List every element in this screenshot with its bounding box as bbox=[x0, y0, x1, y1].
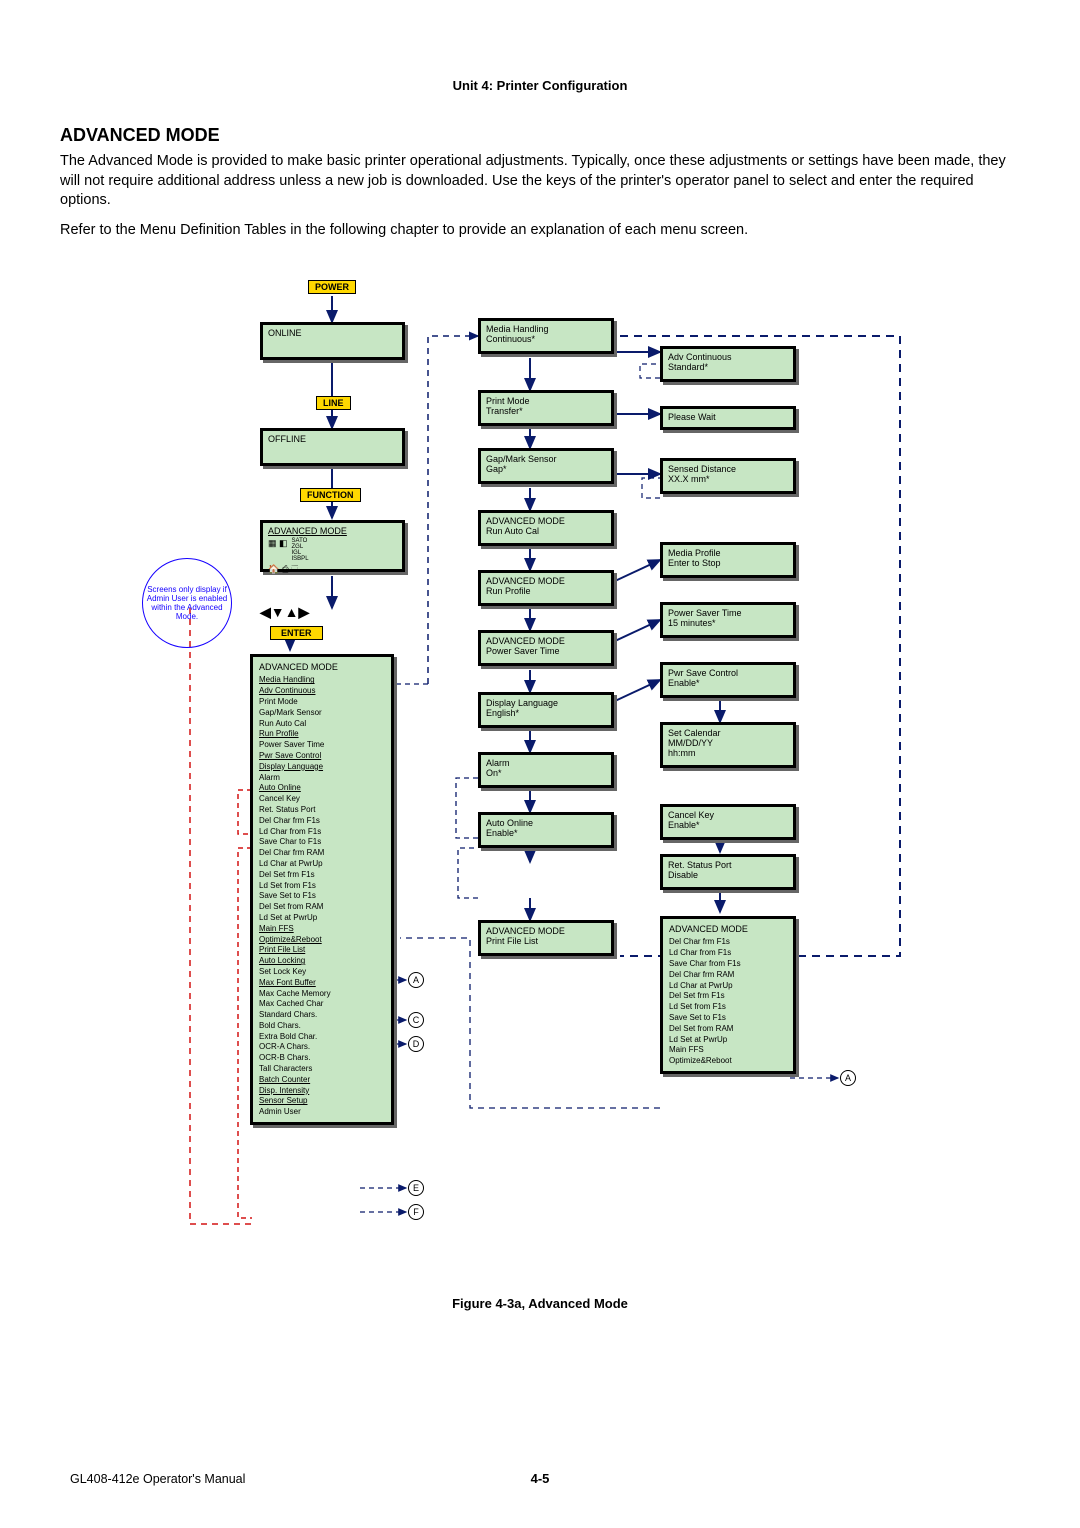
menu-item: Ld Set from F1s bbox=[259, 881, 385, 892]
menu-item: Max Cache Memory bbox=[259, 989, 385, 1000]
menu-item: Media Handling bbox=[259, 675, 385, 686]
circle-a: A bbox=[408, 972, 424, 988]
menu-item: Disp. Intensity bbox=[259, 1086, 385, 1097]
col2-box: ADVANCED MODERun Auto Cal bbox=[478, 510, 614, 546]
menu-item: Run Auto Cal bbox=[259, 719, 385, 730]
col3-box: Adv ContinuousStandard* bbox=[660, 346, 796, 382]
menu-item: Auto Online bbox=[259, 783, 385, 794]
menu-item: Set Lock Key bbox=[259, 967, 385, 978]
col3-big-item: Ld Char from F1s bbox=[669, 948, 787, 959]
menu-item: OCR-B Chars. bbox=[259, 1053, 385, 1064]
online-box: ONLINE bbox=[260, 322, 405, 360]
enter-label: ENTER bbox=[270, 626, 323, 640]
menu-item: Alarm bbox=[259, 773, 385, 784]
menu-item: Bold Chars. bbox=[259, 1021, 385, 1032]
line-label: LINE bbox=[316, 396, 351, 410]
function-label: FUNCTION bbox=[300, 488, 361, 502]
menu-item: Extra Bold Char. bbox=[259, 1032, 385, 1043]
col3-box: Media ProfileEnter to Stop bbox=[660, 542, 796, 578]
footer-page-number: 4-5 bbox=[0, 1471, 1080, 1486]
col3-box: Power Saver Time15 minutes* bbox=[660, 602, 796, 638]
menu-item: Print File List bbox=[259, 945, 385, 956]
menu-item: Max Cached Char bbox=[259, 999, 385, 1010]
menu-item: Pwr Save Control bbox=[259, 751, 385, 762]
menu-list-box: ADVANCED MODE Media HandlingAdv Continuo… bbox=[250, 654, 394, 1125]
menu-item: Del Set frm F1s bbox=[259, 870, 385, 881]
col2-box: Print ModeTransfer* bbox=[478, 390, 614, 426]
figure-caption: Figure 4-3a, Advanced Mode bbox=[60, 1296, 1020, 1311]
menu-item: Run Profile bbox=[259, 729, 385, 740]
section-title: ADVANCED MODE bbox=[60, 125, 1020, 146]
menu-item: Del Char frm RAM bbox=[259, 848, 385, 859]
menu-item: Save Char to F1s bbox=[259, 837, 385, 848]
menu-item: Main FFS bbox=[259, 924, 385, 935]
col3-big-item: Optimize&Reboot bbox=[669, 1056, 787, 1067]
menu-item: Cancel Key bbox=[259, 794, 385, 805]
col3-big-item: Main FFS bbox=[669, 1045, 787, 1056]
circle-f: F bbox=[408, 1204, 424, 1220]
col2-box: ADVANCED MODEPrint File List bbox=[478, 920, 614, 956]
diagram: POWER LINE FUNCTION ENTER ◀▼▲▶ ONLINE OF… bbox=[60, 278, 1020, 1278]
col3-big-item: Del Set frm F1s bbox=[669, 991, 787, 1002]
col2-box: ADVANCED MODEPower Saver Time bbox=[478, 630, 614, 666]
col2-box: AlarmOn* bbox=[478, 752, 614, 788]
power-label: POWER bbox=[308, 280, 356, 294]
paragraph-2: Refer to the Menu Definition Tables in t… bbox=[60, 221, 1020, 241]
col2-box: Display LanguageEnglish* bbox=[478, 692, 614, 728]
col3-big-item: Ld Set from F1s bbox=[669, 1002, 787, 1013]
circle-e: E bbox=[408, 1180, 424, 1196]
col3-big-item: Ld Char at PwrUp bbox=[669, 981, 787, 992]
circle-d: D bbox=[408, 1036, 424, 1052]
menu-item: Power Saver Time bbox=[259, 740, 385, 751]
col3-box: Pwr Save ControlEnable* bbox=[660, 662, 796, 698]
menu-item: Ld Set at PwrUp bbox=[259, 913, 385, 924]
adv-mode-icons-box: ADVANCED MODE ▦ ◧ SATOZGLIGLISBPL 🏠 ⎙ ⬚ bbox=[260, 520, 405, 572]
menu-item: Save Set to F1s bbox=[259, 891, 385, 902]
menu-item: Batch Counter bbox=[259, 1075, 385, 1086]
menu-item: Adv Continuous bbox=[259, 686, 385, 697]
col3-box: Please Wait bbox=[660, 406, 796, 430]
col3-box: Ret. Status PortDisable bbox=[660, 854, 796, 890]
col3-big-item: Save Set to F1s bbox=[669, 1013, 787, 1024]
circle-a-2: A bbox=[840, 1070, 856, 1086]
menu-item: Sensor Setup bbox=[259, 1096, 385, 1107]
menu-item: OCR-A Chars. bbox=[259, 1042, 385, 1053]
note-circle: Screens only display if Admin User is en… bbox=[142, 558, 232, 648]
menu-item: Del Char frm F1s bbox=[259, 816, 385, 827]
menu-item: Optimize&Reboot bbox=[259, 935, 385, 946]
col3-big-item: Del Char frm F1s bbox=[669, 937, 787, 948]
menu-item: Print Mode bbox=[259, 697, 385, 708]
col3-big-item: Save Char from F1s bbox=[669, 959, 787, 970]
col3-big-item: Ld Set at PwrUp bbox=[669, 1035, 787, 1046]
menu-item: Del Set from RAM bbox=[259, 902, 385, 913]
col2-box: Media HandlingContinuous* bbox=[478, 318, 614, 354]
menu-list-header: ADVANCED MODE bbox=[259, 661, 385, 673]
col3-big-item: Del Char frm RAM bbox=[669, 970, 787, 981]
circle-c: C bbox=[408, 1012, 424, 1028]
menu-item: Standard Chars. bbox=[259, 1010, 385, 1021]
col2-box: ADVANCED MODERun Profile bbox=[478, 570, 614, 606]
menu-item: Display Language bbox=[259, 762, 385, 773]
menu-item: Tall Characters bbox=[259, 1064, 385, 1075]
col3-box: Set CalendarMM/DD/YYhh:mm bbox=[660, 722, 796, 768]
col3-big-header: ADVANCED MODE bbox=[669, 923, 787, 935]
nav-arrows: ◀▼▲▶ bbox=[260, 604, 309, 621]
col3-big-item: Del Set from RAM bbox=[669, 1024, 787, 1035]
menu-item: Ret. Status Port bbox=[259, 805, 385, 816]
menu-item: Admin User bbox=[259, 1107, 385, 1118]
col2-box: Auto OnlineEnable* bbox=[478, 812, 614, 848]
menu-item: Ld Char at PwrUp bbox=[259, 859, 385, 870]
col2-box: Gap/Mark SensorGap* bbox=[478, 448, 614, 484]
adv-mode-hdr: ADVANCED MODE bbox=[268, 526, 347, 536]
col3-big-list: ADVANCED MODE Del Char frm F1sLd Char fr… bbox=[660, 916, 796, 1074]
menu-item: Gap/Mark Sensor bbox=[259, 708, 385, 719]
paragraph-1: The Advanced Mode is provided to make ba… bbox=[60, 152, 1020, 211]
col3-box: Cancel KeyEnable* bbox=[660, 804, 796, 840]
unit-header: Unit 4: Printer Configuration bbox=[60, 78, 1020, 93]
menu-item: Max Font Buffer bbox=[259, 978, 385, 989]
menu-item: Ld Char from F1s bbox=[259, 827, 385, 838]
col3-box: Sensed DistanceXX.X mm* bbox=[660, 458, 796, 494]
menu-item: Auto Locking bbox=[259, 956, 385, 967]
offline-box: OFFLINE bbox=[260, 428, 405, 466]
